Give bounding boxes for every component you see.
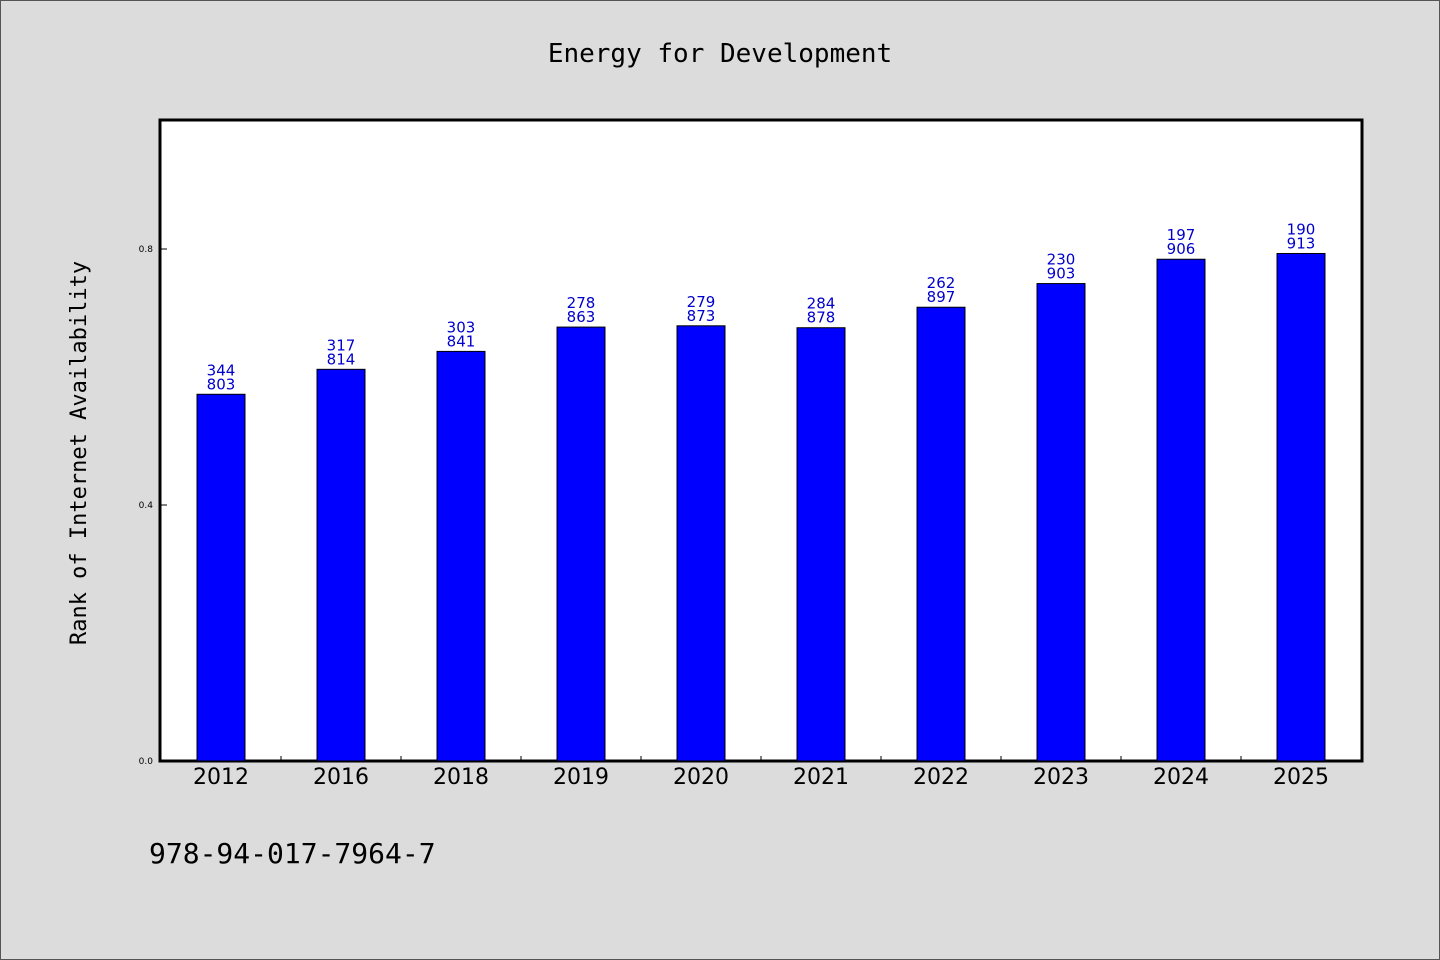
bar-label-2012-1: 344 bbox=[207, 361, 236, 379]
x-tick-label-2025: 2025 bbox=[1273, 765, 1329, 790]
isbn-footer: 978-94-017-7964-7 bbox=[149, 837, 436, 870]
x-tick-label-2024: 2024 bbox=[1153, 765, 1209, 790]
bar-label-2018-1: 303 bbox=[447, 318, 476, 336]
bar-2019 bbox=[556, 326, 606, 762]
bars-layer bbox=[196, 252, 1326, 762]
y-tick-label-0: 0.0 bbox=[139, 757, 154, 767]
bar-label-2024-1: 197 bbox=[1167, 226, 1196, 244]
bar-2021 bbox=[796, 327, 846, 762]
x-tick-label-2022: 2022 bbox=[913, 765, 969, 790]
x-tick-label-2016: 2016 bbox=[313, 765, 369, 790]
bar-label-2018-2: 841 bbox=[447, 332, 476, 350]
bar-label-2021-1: 284 bbox=[807, 295, 836, 313]
bar-label-2023-1: 230 bbox=[1047, 251, 1076, 269]
bar-label-2019-2: 863 bbox=[567, 308, 596, 326]
x-tick-label-2021: 2021 bbox=[793, 765, 849, 790]
bar-label-2019-1: 278 bbox=[567, 294, 596, 312]
bar-label-2012-2: 803 bbox=[207, 375, 236, 393]
y-tick-label-1: 0.4 bbox=[139, 501, 154, 511]
bar-label-2024-2: 906 bbox=[1167, 240, 1196, 258]
x-axis: 2012 2016 2018 2019 2020 2021 2022 2023 2024 2025 bbox=[193, 756, 1329, 790]
bar-2025 bbox=[1276, 252, 1326, 762]
bar-label-2020-1: 279 bbox=[687, 293, 716, 311]
bar-label-2021-2: 878 bbox=[807, 309, 836, 327]
x-tick-label-2019: 2019 bbox=[553, 765, 609, 790]
bar-label-2025-2: 913 bbox=[1287, 234, 1316, 252]
bar-2020 bbox=[676, 325, 726, 762]
bar-2024 bbox=[1156, 258, 1206, 762]
y-axis: 0.0 0.4 0.8 bbox=[139, 245, 167, 767]
bar-label-2022-2: 897 bbox=[927, 288, 956, 306]
bar-2016 bbox=[316, 368, 366, 762]
bar-2023 bbox=[1036, 283, 1086, 762]
x-tick-label-2018: 2018 bbox=[433, 765, 489, 790]
y-tick-label-2: 0.8 bbox=[139, 245, 154, 255]
y-axis-label: Rank of Internet Availability bbox=[67, 261, 92, 645]
bar-label-2020-2: 873 bbox=[687, 307, 716, 325]
bar-2018 bbox=[436, 350, 486, 762]
bar-2012 bbox=[196, 393, 246, 762]
x-tick-label-2012: 2012 bbox=[193, 765, 249, 790]
bar-label-2016-2: 814 bbox=[327, 350, 356, 368]
bar-label-2016-1: 317 bbox=[327, 336, 356, 354]
x-tick-label-2023: 2023 bbox=[1033, 765, 1089, 790]
chart-title: Energy for Development bbox=[548, 39, 892, 69]
bar-label-2023-2: 903 bbox=[1047, 265, 1076, 283]
bar-2022 bbox=[916, 306, 966, 762]
bar-label-2022-1: 262 bbox=[927, 274, 956, 292]
bar-label-2025-1: 190 bbox=[1287, 220, 1316, 238]
x-tick-label-2020: 2020 bbox=[673, 765, 729, 790]
